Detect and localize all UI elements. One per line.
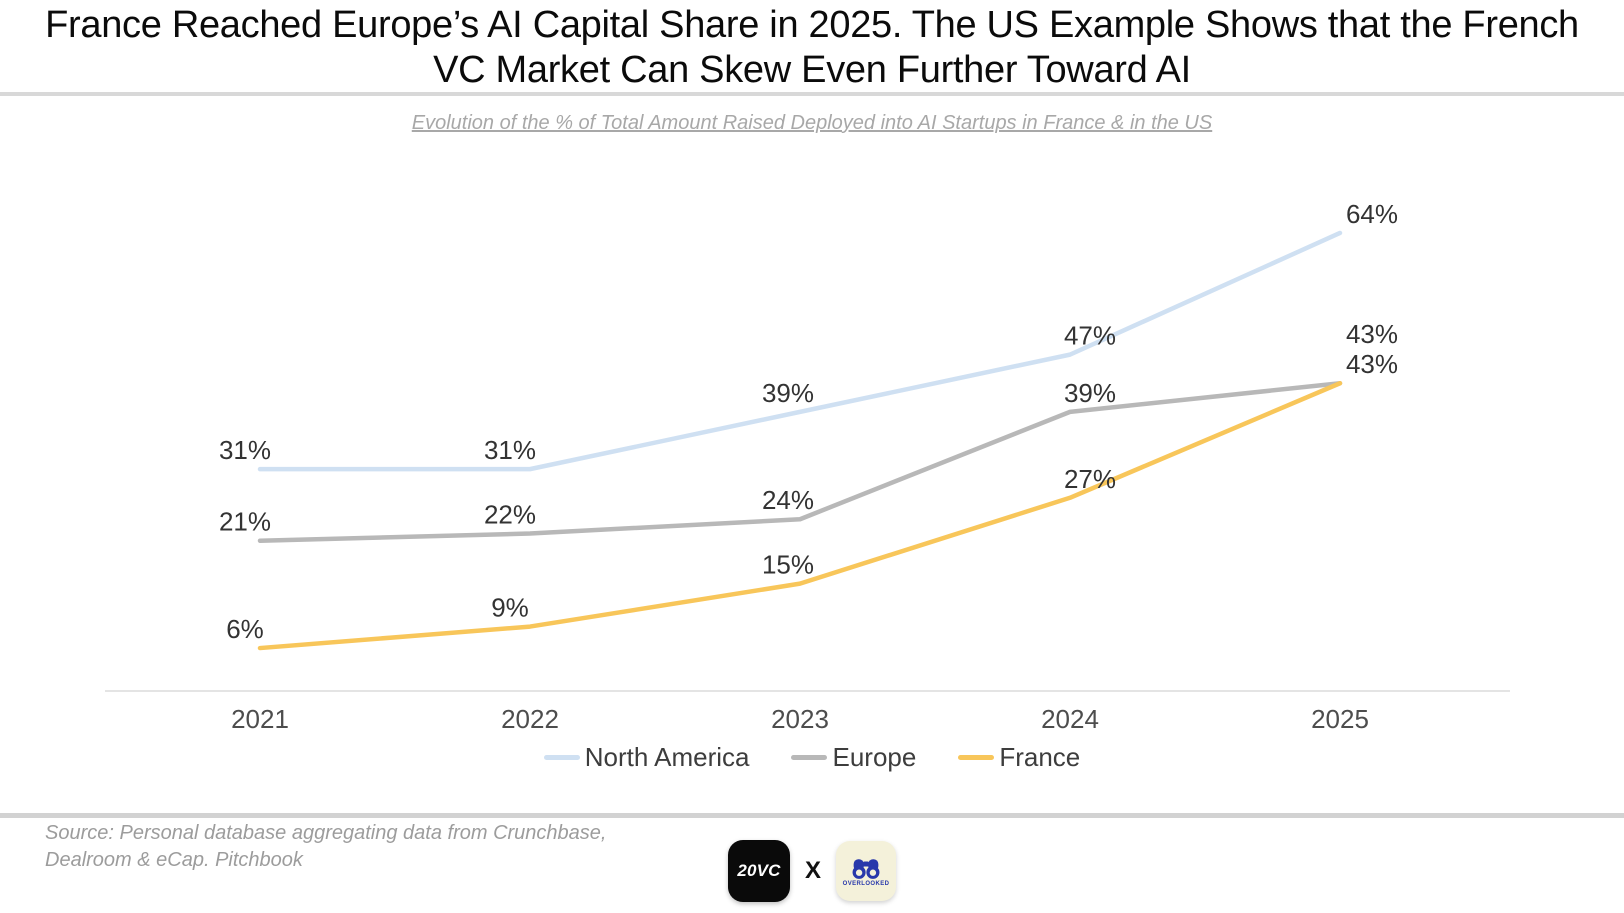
x-axis-label: 2021 <box>231 704 289 730</box>
title-divider <box>0 92 1624 96</box>
x-axis-label: 2024 <box>1041 704 1099 730</box>
page-title-line-1: France Reached Europe’s AI Capital Share… <box>45 4 1579 46</box>
data-label: 9% <box>491 593 529 623</box>
source-note-line-1: Source: Personal database aggregating da… <box>45 822 607 844</box>
data-label: 24% <box>762 485 814 515</box>
chart-line-europe <box>257 380 1343 543</box>
legend-label: France <box>999 742 1081 772</box>
logo-20vc-label: 20VC <box>737 861 781 880</box>
chart-legend: North America Europe France <box>0 742 1624 773</box>
source-note-line-2: Dealroom & eCap. Pitchbook <box>45 849 303 871</box>
logo-overlooked-label: OVERLOOKED <box>842 880 890 887</box>
data-label: 27% <box>1064 464 1116 494</box>
legend-marker <box>543 755 580 760</box>
data-label: 22% <box>484 500 536 530</box>
data-label: 21% <box>219 507 271 537</box>
chart-subtitle: Evolution of the % of Total Amount Raise… <box>411 112 1213 134</box>
chart-line-north-america <box>257 230 1343 472</box>
data-label: 31% <box>219 435 271 465</box>
data-label: 43% <box>1346 349 1398 379</box>
data-label: 31% <box>484 435 536 465</box>
legend-item-north-america: North America <box>543 742 750 773</box>
legend-item-europe: Europe <box>791 742 916 773</box>
binoculars-icon <box>852 858 880 879</box>
source-note: Source: Personal database aggregating da… <box>45 820 606 874</box>
legend-item-france: France <box>958 742 1080 773</box>
data-label: 39% <box>1064 378 1116 408</box>
legend-label: Europe <box>832 742 917 772</box>
legend-marker <box>791 755 828 760</box>
legend-marker <box>958 755 995 760</box>
ai-share-line-chart: 2021 2022 2023 2024 2025 31% 31% 39% 47% 64% 21% 22… <box>105 199 1510 730</box>
data-label: 15% <box>762 550 814 580</box>
logo-separator: X <box>804 857 821 884</box>
footer-logos: 20VC X OVERLOOKED <box>0 840 1624 902</box>
x-axis-label: 2023 <box>771 704 829 730</box>
data-label: 39% <box>762 378 814 408</box>
x-axis-label: 2025 <box>1311 704 1369 730</box>
data-label: 6% <box>226 614 264 644</box>
logo-overlooked: OVERLOOKED <box>836 841 896 901</box>
data-label: 47% <box>1064 321 1116 351</box>
page-title-line-2: VC Market Can Skew Even Further Toward A… <box>433 49 1191 91</box>
legend-label: North America <box>584 742 750 772</box>
data-label: 43% <box>1346 319 1398 349</box>
page-title: France Reached Europe’s AI Capital Share… <box>0 3 1624 93</box>
logo-20vc: 20VC <box>727 840 790 902</box>
x-axis-label: 2022 <box>501 704 559 730</box>
chart-line-france <box>257 380 1343 651</box>
data-label: 64% <box>1346 199 1398 229</box>
footer-divider <box>0 813 1624 818</box>
